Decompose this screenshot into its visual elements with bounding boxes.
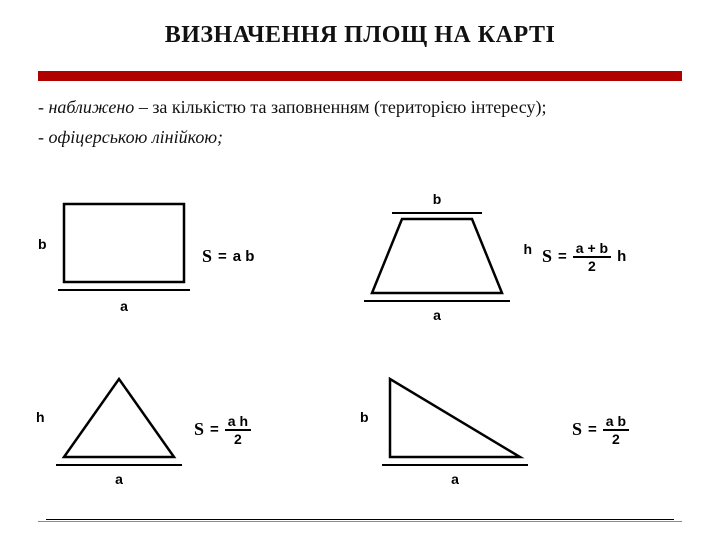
rtri-frac: a b 2 <box>603 414 629 446</box>
rectangle-shape: b a <box>38 200 190 314</box>
tri-label-h: h <box>36 409 45 425</box>
rectangle-svg <box>58 200 190 296</box>
rect-label-b: b <box>38 236 47 252</box>
trap-eq: = <box>558 248 567 265</box>
trapezoid-shape: b a h <box>362 191 530 323</box>
trap-S: S <box>542 246 552 267</box>
accent-bar <box>38 71 682 81</box>
tri-den: 2 <box>234 431 242 446</box>
figure-grid: b a S = a b b a <box>38 170 682 513</box>
tri-frac: a h 2 <box>225 414 251 446</box>
rect-label-a: a <box>120 298 128 314</box>
right-triangle-shape: b a <box>362 373 530 487</box>
tri-num: a h <box>225 414 251 431</box>
rtri-formula: S = a b 2 <box>572 414 629 446</box>
trap-label-h: h <box>523 241 532 257</box>
right-triangle-svg <box>380 373 530 469</box>
slide-title: ВИЗНАЧЕННЯ ПЛОЩ НА КАРТІ <box>38 22 682 49</box>
rect-eq: = <box>218 248 227 265</box>
rtri-den: 2 <box>612 431 620 446</box>
rtri-S: S <box>572 419 582 440</box>
footer-rule <box>38 513 682 522</box>
rtri-num: a b <box>603 414 629 431</box>
tri-eq: = <box>210 421 219 438</box>
bullet-1-rest: – за кількістю та заповненням (територіє… <box>134 97 546 117</box>
cell-triangle: h a S = a h 2 <box>38 346 358 513</box>
rect-formula: S = a b <box>202 246 254 267</box>
tri-formula: S = a h 2 <box>194 414 251 446</box>
rtri-label-a: a <box>451 471 459 487</box>
rtri-label-b: b <box>360 409 369 425</box>
trap-frac: a + b 2 <box>573 241 611 273</box>
triangle-shape: h a <box>38 373 182 487</box>
cell-trapezoid: b a h S = a + b 2 h <box>362 174 682 341</box>
trapezoid-svg <box>362 209 512 305</box>
slide: ВИЗНАЧЕННЯ ПЛОЩ НА КАРТІ - наближено – з… <box>0 0 720 540</box>
tri-S: S <box>194 419 204 440</box>
tri-label-a: a <box>115 471 123 487</box>
rtri-eq: = <box>588 421 597 438</box>
triangle-svg <box>56 373 182 469</box>
cell-rectangle: b a S = a b <box>38 174 358 341</box>
trap-label-a: a <box>433 307 441 323</box>
bullet-1: - наближено – за кількістю та заповнення… <box>38 95 682 119</box>
trap-tail: h <box>617 248 626 265</box>
bullet-2: - офіцерською лінійкою; <box>38 125 682 149</box>
trap-label-b: b <box>433 191 442 207</box>
trap-num: a + b <box>573 241 611 258</box>
trap-formula: S = a + b 2 h <box>542 241 626 273</box>
rect-S: S <box>202 246 212 267</box>
cell-right-triangle: b a S = a b 2 <box>362 346 682 513</box>
bullet-list: - наближено – за кількістю та заповнення… <box>38 95 682 156</box>
trap-den: 2 <box>588 258 596 273</box>
bullet-1-italic: - наближено <box>38 97 134 117</box>
rect-expr: a b <box>233 248 255 265</box>
